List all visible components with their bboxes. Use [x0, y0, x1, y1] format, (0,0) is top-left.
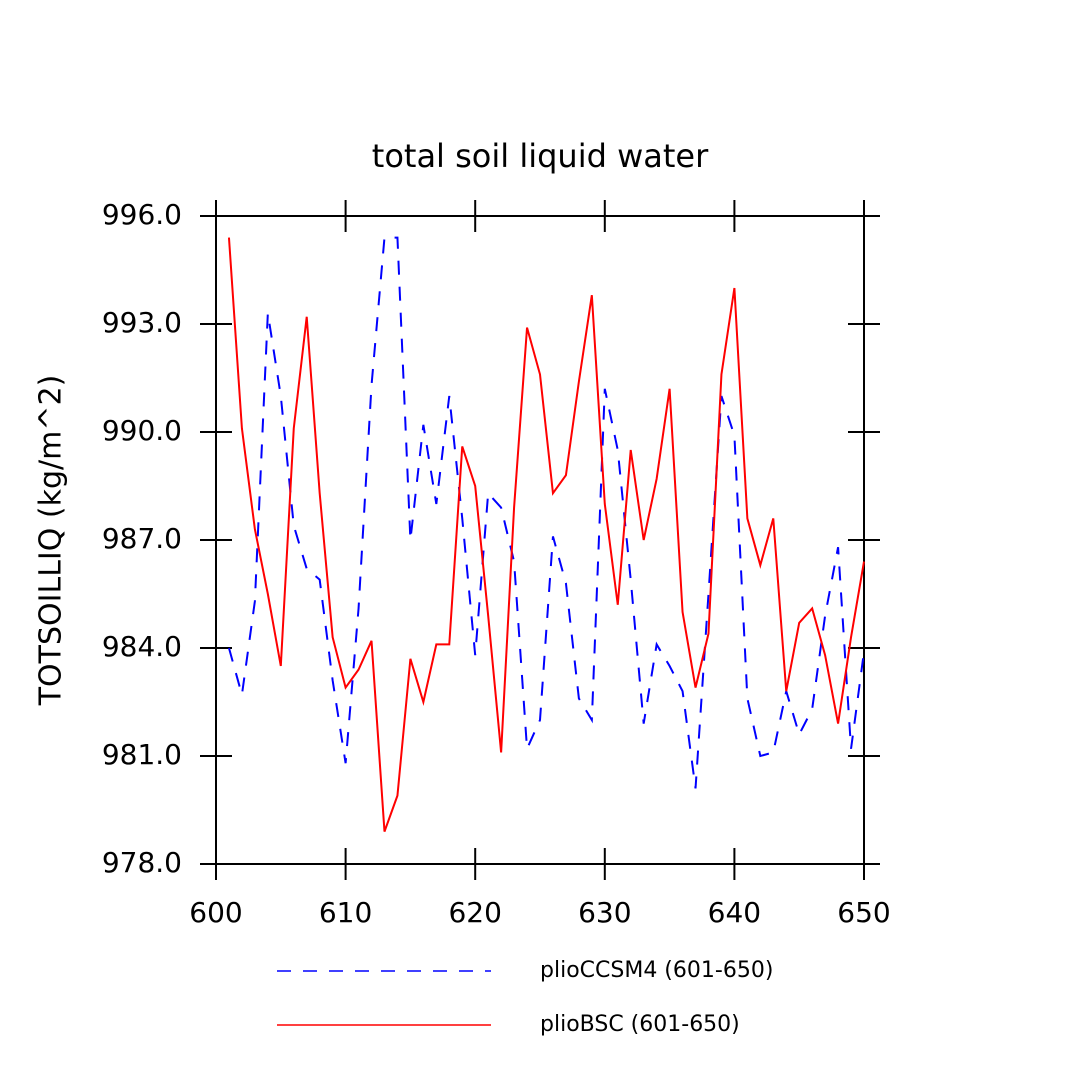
- y-tick-label: 984.0: [102, 630, 182, 663]
- y-tick-label: 996.0: [102, 198, 182, 231]
- x-tick-label: 640: [708, 896, 761, 929]
- y-tick-label: 981.0: [102, 738, 182, 771]
- x-tick-label: 610: [319, 896, 372, 929]
- series-line: [227, 236, 865, 789]
- x-tick-label: 650: [837, 896, 890, 929]
- y-tick-label: 987.0: [102, 522, 182, 555]
- chart-title: total soil liquid water: [372, 137, 709, 175]
- legend-label: plioBSC (601-650): [540, 1012, 740, 1037]
- x-tick-label: 630: [578, 896, 631, 929]
- y-tick-label: 978.0: [102, 846, 182, 879]
- series-line: [227, 237, 865, 832]
- legend-label: plioCCSM4 (601-650): [540, 958, 773, 983]
- y-tick-label: 990.0: [102, 414, 182, 447]
- y-axis-label: TOTSOILLIQ (kg/m^2): [34, 375, 69, 707]
- x-tick-label: 620: [448, 896, 501, 929]
- x-tick-label: 600: [189, 896, 242, 929]
- y-tick-label: 993.0: [102, 306, 182, 339]
